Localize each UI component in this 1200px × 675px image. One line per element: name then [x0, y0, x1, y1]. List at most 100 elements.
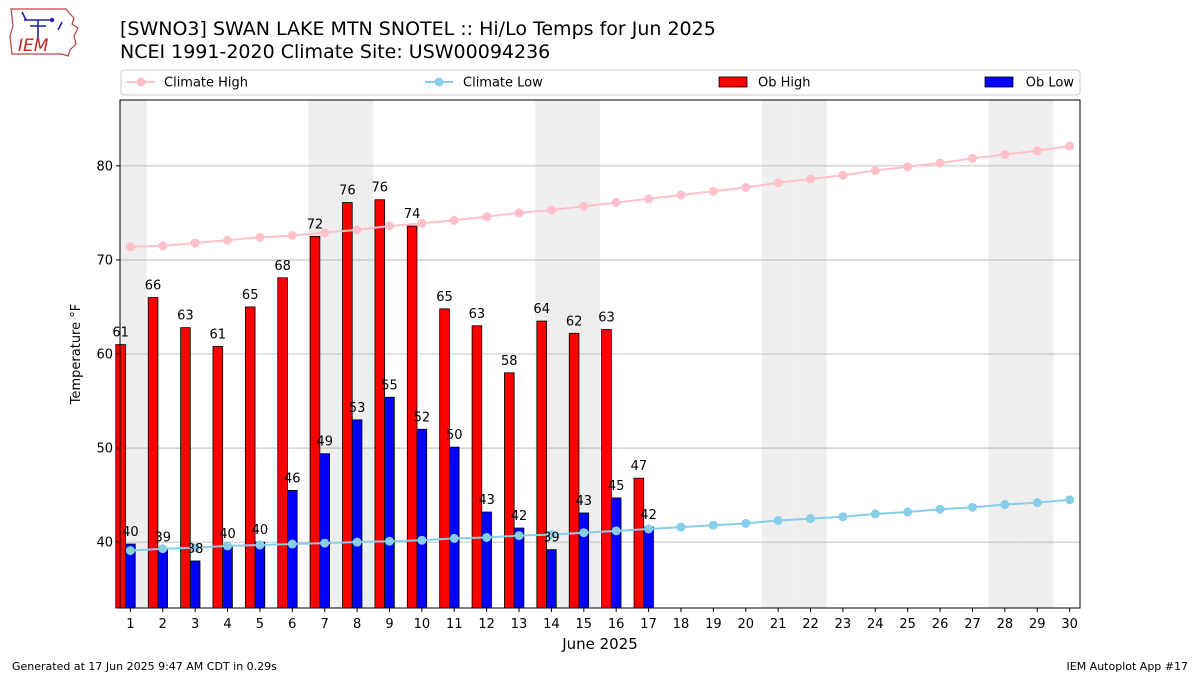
- climate-low-point: [158, 544, 168, 554]
- x-tick-label: 17: [640, 617, 657, 632]
- climate-high-point: [320, 228, 330, 238]
- ob-low-bar-label: 53: [349, 401, 366, 416]
- generated-timestamp: Generated at 17 Jun 2025 9:47 AM CDT in …: [12, 660, 277, 673]
- legend-box: [120, 69, 1081, 96]
- climate-low-point: [611, 526, 621, 536]
- ob-low-bar: [610, 497, 622, 609]
- x-tick-label: 1: [126, 617, 134, 632]
- y-tick-label: 70: [96, 253, 113, 268]
- climate-high-point: [255, 232, 265, 242]
- ob-low-bar: [448, 446, 460, 609]
- climate-low-point: [417, 535, 427, 545]
- ob-high-bar-label: 76: [371, 181, 388, 196]
- climate-high-point: [482, 212, 492, 222]
- x-tick-label: 3: [191, 617, 199, 632]
- climate-high-point: [579, 201, 589, 211]
- x-tick-label: 26: [932, 617, 949, 632]
- x-tick-label: 27: [964, 617, 981, 632]
- ob-low-bar-label: 40: [219, 527, 236, 542]
- ob-high-bar-label: 63: [177, 309, 194, 324]
- ob-high-bar: [277, 277, 288, 609]
- x-tick-label: 25: [899, 617, 916, 632]
- climate-low-point: [287, 539, 297, 549]
- climate-low-point: [190, 543, 200, 553]
- x-tick-label: 2: [159, 617, 167, 632]
- climate-high-point: [352, 225, 362, 235]
- climate-high-point: [676, 190, 686, 200]
- x-tick-label: 30: [1061, 617, 1078, 632]
- ob-low-bar: [416, 428, 428, 609]
- climate-low-point: [1065, 495, 1075, 505]
- climate-high-point: [838, 170, 848, 180]
- ob-high-bar: [568, 332, 580, 609]
- ob-high-bar: [147, 297, 159, 609]
- x-tick-label: 6: [288, 617, 296, 632]
- ob-low-bar-label: 43: [478, 493, 495, 508]
- ob-low-bar: [189, 560, 201, 609]
- climate-low-point: [546, 530, 556, 540]
- ob-low-bar-label: 55: [381, 378, 398, 393]
- climate-low-point: [352, 537, 362, 547]
- x-tick-label: 12: [478, 617, 495, 632]
- ob-low-bar-label: 40: [252, 523, 269, 538]
- climate-low-point: [449, 533, 459, 543]
- chart-subtitle: NCEI 1991-2020 Climate Site: USW00094236: [120, 41, 551, 63]
- x-tick-label: 7: [321, 617, 329, 632]
- climate-high-point: [644, 194, 654, 204]
- x-tick-label: 4: [223, 617, 231, 632]
- ob-low-bar: [643, 526, 654, 609]
- legend-climate-low-marker: [434, 77, 444, 87]
- x-tick-label: 14: [543, 617, 560, 632]
- ob-high-bar-label: 61: [210, 327, 227, 342]
- ob-low-bar-label: 38: [187, 542, 204, 557]
- y-tick-label: 40: [96, 536, 113, 551]
- ob-high-bar: [212, 346, 224, 609]
- climate-low-point: [579, 528, 589, 538]
- y-axis-label: Temperature °F: [69, 304, 84, 405]
- ob-high-bar-label: 63: [598, 311, 615, 326]
- ob-high-bar: [309, 236, 321, 609]
- climate-high-point: [417, 218, 427, 228]
- climate-high-point: [287, 230, 297, 240]
- chart-title: [SWNO3] SWAN LAKE MTN SNOTEL :: Hi/Lo Te…: [120, 18, 716, 40]
- x-tick-label: 22: [802, 617, 819, 632]
- legend-climate-high-label: Climate High: [164, 76, 248, 91]
- climate-high-point: [935, 158, 945, 168]
- climate-high-point: [806, 174, 816, 184]
- ob-low-bar: [287, 490, 298, 609]
- ob-high-bar-label: 47: [631, 459, 648, 474]
- climate-low-point: [1000, 500, 1010, 510]
- ob-high-bar: [536, 320, 547, 609]
- climate-high-line: [130, 145, 1070, 248]
- weather-station-icon: [21, 11, 63, 40]
- ob-low-bar-label: 39: [154, 531, 171, 546]
- ob-high-bar: [180, 327, 191, 609]
- iem-logo: IEM: [8, 6, 82, 62]
- ob-high-bar-label: 74: [404, 207, 421, 222]
- ob-low-bar: [578, 512, 590, 609]
- x-tick-label: 24: [867, 617, 884, 632]
- ob-low-bar: [481, 511, 492, 609]
- x-tick-label: 18: [673, 617, 690, 632]
- x-tick-label: 13: [511, 617, 528, 632]
- ob-low-bar-label: 40: [122, 525, 139, 540]
- ob-high-bar: [374, 199, 386, 609]
- legend-ob-high-label: Ob High: [758, 76, 811, 91]
- climate-high-point: [190, 238, 200, 248]
- climate-low-point: [903, 507, 913, 517]
- climate-low-point: [741, 518, 751, 528]
- x-tick-label: 20: [737, 617, 754, 632]
- legend: Climate High Climate Low Ob High Ob Low: [120, 69, 1081, 96]
- ob-low-bar: [254, 541, 266, 609]
- x-tick-label: 29: [1029, 617, 1046, 632]
- logo-text: IEM: [18, 36, 49, 56]
- x-tick-label: 15: [576, 617, 593, 632]
- climate-high-point: [741, 182, 751, 192]
- ob-high-bar-label: 61: [112, 326, 129, 341]
- climate-low-point: [320, 538, 330, 548]
- ob-high-bar: [244, 306, 256, 609]
- climate-low-point: [935, 504, 945, 514]
- ob-high-bar: [439, 308, 450, 609]
- x-tick-label: 5: [256, 617, 264, 632]
- climate-high-point: [223, 235, 233, 245]
